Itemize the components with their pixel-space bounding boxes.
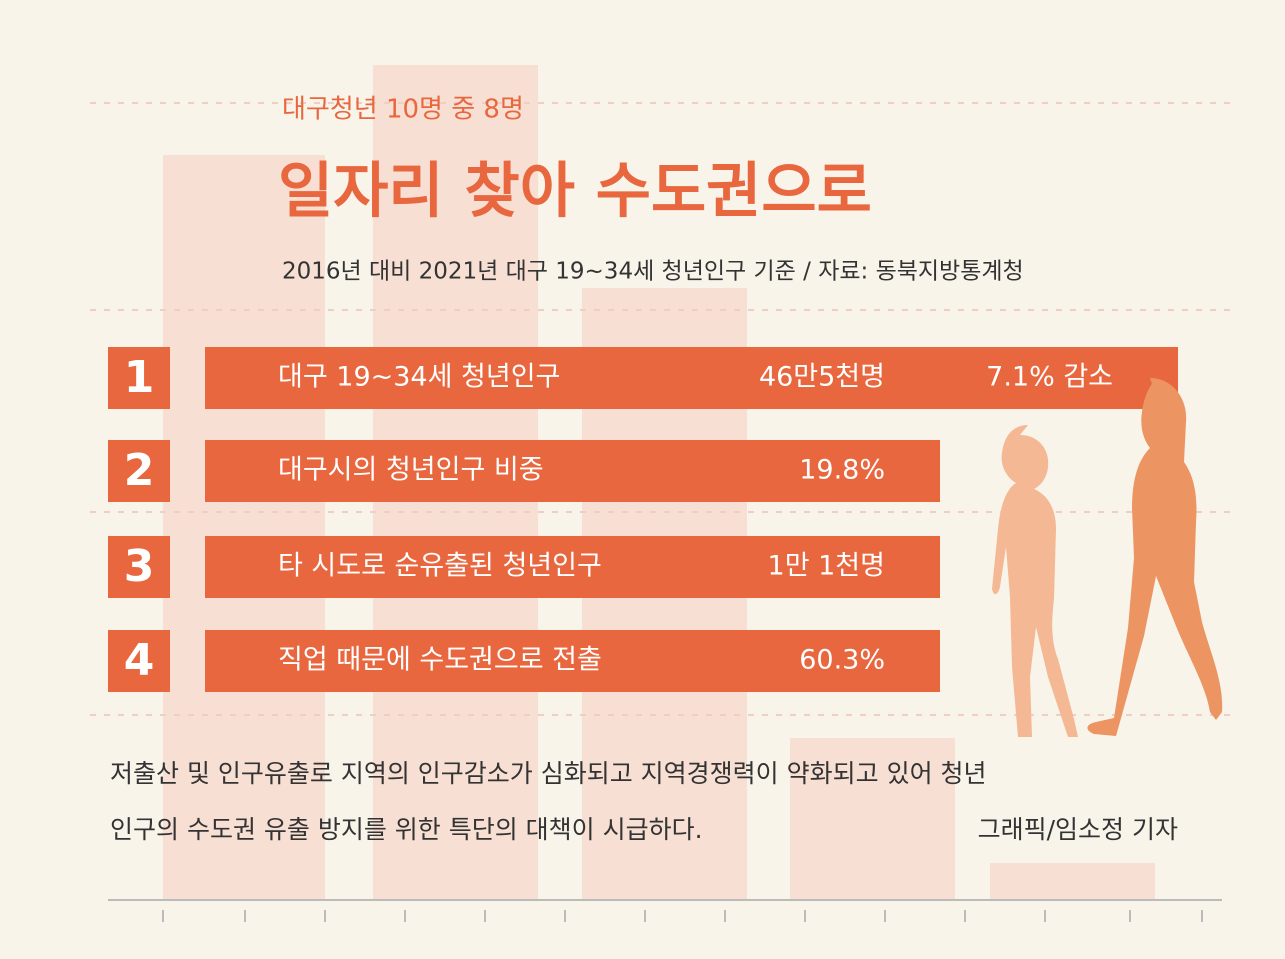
item-extra: 7.1% 감소 <box>986 362 1113 393</box>
number-box <box>108 347 170 409</box>
item-number: 2 <box>124 445 155 496</box>
item-number: 4 <box>124 635 155 686</box>
footer-line: 인구의 수도권 유출 방지를 위한 특단의 대책이 시급하다. <box>110 815 703 844</box>
item-value: 1만 1천명 <box>768 551 885 582</box>
footer-line: 저출산 및 인구유출로 지역의 인구감소가 심화되고 지역경쟁력이 약화되고 있… <box>110 759 987 788</box>
item-label: 대구 19~34세 청년인구 <box>278 362 560 393</box>
item-bar <box>205 347 1178 409</box>
number-box <box>108 630 170 692</box>
number-box <box>108 536 170 598</box>
credit: 그래픽/임소정 기자 <box>978 815 1178 844</box>
item-label: 직업 때문에 수도권으로 전출 <box>278 645 602 676</box>
subtitle: 2016년 대비 2021년 대구 19~34세 청년인구 기준 / 자료: 동… <box>282 259 1024 285</box>
item-value: 46만5천명 <box>759 362 885 393</box>
silhouettes <box>992 378 1223 737</box>
item-label: 타 시도로 순유출된 청년인구 <box>278 551 602 582</box>
item-value: 60.3% <box>799 645 885 676</box>
item-bar <box>205 440 940 502</box>
item-bar <box>205 630 940 692</box>
item-label: 대구시의 청년인구 비중 <box>278 455 544 486</box>
item-value: 19.8% <box>799 455 885 486</box>
kicker: 대구청년 10명 중 8명 <box>282 95 524 125</box>
decor-axis <box>108 899 1222 922</box>
item-number: 3 <box>124 541 155 592</box>
number-box <box>108 440 170 502</box>
item-bar <box>205 536 940 598</box>
item-number: 1 <box>124 352 155 403</box>
title: 일자리 찾아 수도권으로 <box>278 157 872 227</box>
